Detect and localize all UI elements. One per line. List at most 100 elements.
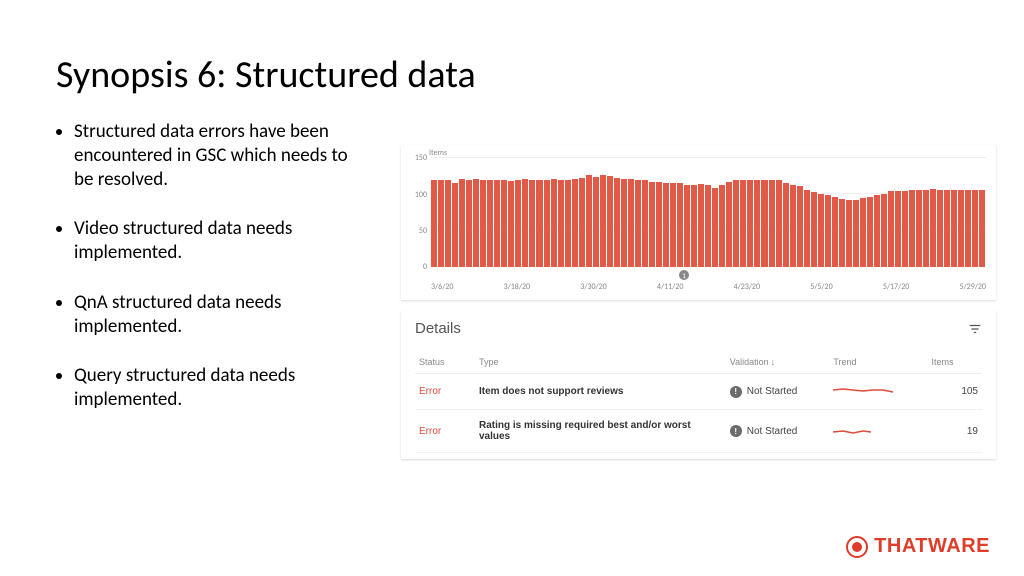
slide-title: Synopsis 6: Structured data xyxy=(56,52,476,98)
bar xyxy=(761,180,767,267)
bar xyxy=(544,180,550,267)
bar xyxy=(860,198,866,267)
bar xyxy=(902,191,908,267)
bar xyxy=(572,179,578,267)
type-text: Item does not support reviews xyxy=(479,386,623,397)
bar xyxy=(965,190,971,267)
bar xyxy=(579,178,585,267)
bar xyxy=(494,180,500,267)
bar xyxy=(586,175,592,267)
bar xyxy=(958,190,964,267)
table-row[interactable]: ErrorRating is missing required best and… xyxy=(415,410,982,453)
xtick: 5/5/20 xyxy=(810,282,832,292)
bar xyxy=(881,194,887,267)
bar xyxy=(452,183,458,267)
bar xyxy=(776,180,782,267)
bar xyxy=(677,183,683,267)
bar xyxy=(930,189,936,267)
bar xyxy=(431,180,437,267)
col-status[interactable]: Status xyxy=(415,351,475,374)
filter-icon[interactable] xyxy=(968,322,982,336)
bar xyxy=(551,179,557,267)
table-row[interactable]: Error Item does not support reviews! Not S… xyxy=(415,374,982,410)
bar xyxy=(607,176,613,267)
exclamation-icon: ! xyxy=(730,386,742,398)
bar xyxy=(832,197,838,267)
bar xyxy=(473,179,479,267)
col-validation[interactable]: Validation↓ xyxy=(726,351,830,374)
items-chart-panel: Items 150 100 50 0 1 3/6/20 3/18/20 3/30… xyxy=(401,145,996,300)
bar xyxy=(719,185,725,267)
bar xyxy=(923,190,929,267)
bar xyxy=(501,180,507,267)
bar xyxy=(614,178,620,267)
items-count: 105 xyxy=(927,374,982,410)
status-badge: Error xyxy=(419,426,441,437)
bar xyxy=(916,190,922,267)
validation-text: Not Started xyxy=(747,426,798,437)
ytick: 100 xyxy=(407,190,427,200)
bar xyxy=(487,180,493,267)
bar xyxy=(445,180,451,267)
bar xyxy=(867,197,873,267)
col-type[interactable]: Type xyxy=(475,351,726,374)
bar xyxy=(825,195,831,267)
bar xyxy=(937,190,943,267)
bar xyxy=(754,180,760,267)
bar xyxy=(628,179,634,267)
bullet-item: QnA structured data needs implemented. xyxy=(74,291,366,339)
bar xyxy=(438,180,444,267)
details-panel: Details Status Type Validation↓ Trend It… xyxy=(401,310,996,459)
bar xyxy=(536,180,542,267)
trend-sparkline xyxy=(833,384,893,396)
bar xyxy=(712,188,718,267)
bar xyxy=(733,180,739,267)
x-axis-ticks: 3/6/20 3/18/20 3/30/20 4/11/20 4/23/20 5… xyxy=(431,282,986,292)
ytick: 50 xyxy=(407,226,427,236)
bar xyxy=(726,182,732,267)
bar xyxy=(909,190,915,267)
xtick: 4/23/20 xyxy=(734,282,760,292)
bar xyxy=(593,177,599,267)
bar xyxy=(600,175,606,267)
bar xyxy=(649,182,655,267)
validation-text: Not Started xyxy=(747,386,798,397)
bar xyxy=(558,180,564,267)
xtick: 3/30/20 xyxy=(580,282,606,292)
table-header-row: Status Type Validation↓ Trend Items xyxy=(415,351,982,374)
bar xyxy=(783,183,789,267)
trend-sparkline xyxy=(833,424,893,436)
bullet-item: Video structured data needs implemented. xyxy=(74,217,366,265)
chart-marker-icon: 1 xyxy=(679,270,689,280)
ytick: 0 xyxy=(407,262,427,272)
col-items[interactable]: Items xyxy=(927,351,982,374)
bar xyxy=(480,180,486,267)
bar xyxy=(522,179,528,267)
bar xyxy=(874,195,880,267)
brand-logo: THATWARE xyxy=(846,535,990,558)
bar xyxy=(642,180,648,267)
bar xyxy=(747,180,753,267)
bar xyxy=(698,184,704,267)
sort-down-icon: ↓ xyxy=(771,357,776,367)
bar xyxy=(839,199,845,267)
bar xyxy=(769,180,775,267)
bar xyxy=(888,191,894,267)
status-badge: Error xyxy=(419,386,441,397)
bar xyxy=(846,200,852,267)
col-trend[interactable]: Trend xyxy=(829,351,927,374)
bar xyxy=(811,192,817,267)
xtick: 5/29/20 xyxy=(960,282,986,292)
bar xyxy=(740,180,746,267)
bar xyxy=(951,190,957,267)
bar xyxy=(684,185,690,267)
details-table: Status Type Validation↓ Trend Items Erro… xyxy=(415,351,982,453)
chart-area xyxy=(431,157,986,267)
bar xyxy=(797,186,803,267)
items-count: 19 xyxy=(927,410,982,453)
bullet-item: Structured data errors have been encount… xyxy=(74,120,366,191)
bar xyxy=(853,200,859,267)
bar xyxy=(895,191,901,267)
bar xyxy=(972,190,978,267)
bar xyxy=(705,185,711,267)
